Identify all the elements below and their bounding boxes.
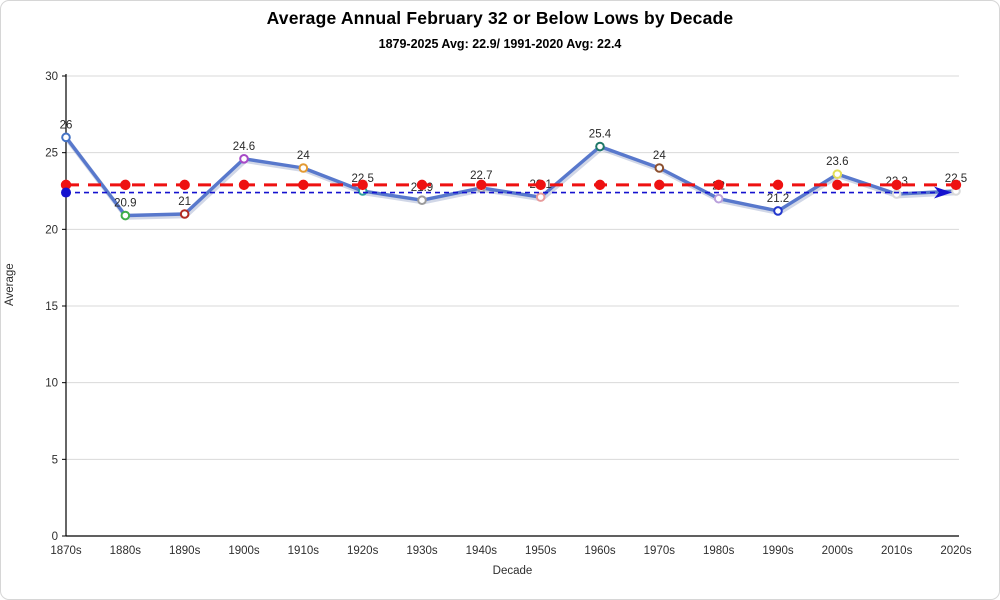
data-label: 24 [653,150,666,162]
data-point-marker [891,189,902,199]
data-label: 22.5 [351,173,373,185]
x-tick-label: 1900s [228,545,260,557]
data-point-marker [298,163,309,173]
data-point-marker [239,154,249,164]
y-tick-label: 0 [52,531,58,543]
y-tick-label: 15 [45,301,58,313]
data-point-marker [832,169,843,179]
x-tick-label: 1910s [288,545,320,557]
x-tick-label: 2010s [881,545,913,557]
x-axis-title: Decade [492,565,533,577]
data-label: 23.6 [826,156,848,168]
data-label: 22.5 [945,173,967,185]
chart-title: Average Annual February 32 or Below Lows… [266,8,734,28]
chart-subtitle: 1879-2025 Avg: 22.9/ 1991-2020 Avg: 22.4 [378,37,622,51]
axes: 0 5 10 15 20 25 30 1870s 1880s 1890s 1900s 1910s 192… [45,71,972,557]
data-label: 20.9 [114,198,136,210]
x-tick-label: 1940s [466,545,498,557]
average-line-dot [772,179,784,191]
x-tick-label: 2000s [822,545,854,557]
data-label: 24.6 [233,141,255,153]
average-line-dot [60,179,72,191]
x-tick-label: 2020s [940,545,972,557]
x-tick-label: 1980s [703,545,735,557]
x-tick-label: 1960s [584,545,616,557]
average-line-dot [950,179,962,191]
average-line-dot [298,179,309,191]
data-point-marker [535,192,546,202]
average-line-dot [120,179,131,191]
average-line-dot [416,179,428,191]
y-tick-label: 30 [45,71,58,83]
data-label: 21.2 [767,193,789,205]
average-line-dot [179,179,190,191]
x-tick-label: 1950s [525,545,557,557]
data-label: 24 [297,150,310,162]
decade-average-series [61,132,961,221]
recent-normal-line [61,186,952,199]
x-tick-label: 1990s [762,545,794,557]
average-line-start-dot [61,187,71,198]
y-tick-label: 10 [45,378,58,390]
data-point-marker [120,210,131,221]
data-point-marker [654,163,665,173]
average-line-dot [654,179,665,191]
average-line-dot [594,179,606,191]
average-line-dot [713,179,724,191]
average-line-dot [238,179,250,191]
y-tick-label: 5 [52,454,58,466]
longterm-average-line [60,179,962,191]
average-line-dot [832,179,843,191]
average-line-dot [476,179,487,191]
average-line-dot [891,179,902,191]
data-point-marker [179,209,190,219]
y-tick-label: 20 [45,224,58,236]
y-tick-label: 25 [45,148,58,160]
data-point-marker [595,141,605,152]
x-tick-label: 1930s [406,545,438,557]
data-label: 22.7 [470,170,492,182]
data-point-marker [713,193,724,204]
data-point-marker [61,132,71,143]
data-label: 21 [178,196,191,208]
average-line-dot [357,179,368,191]
gridlines [66,75,959,460]
x-tick-label: 1880s [110,545,142,557]
average-line-arrowhead [934,186,952,199]
x-tick-label: 1870s [50,545,82,557]
average-line-dot [535,179,546,191]
data-labels: 2620.92124.62422.521.922.722.125.4242221… [60,119,968,209]
data-label: 25.4 [589,129,612,141]
data-point-marker [417,195,427,205]
data-label: 26 [60,119,73,131]
data-point-marker [773,206,783,216]
x-tick-label: 1920s [347,545,379,557]
x-tick-label: 1970s [644,545,676,557]
x-tick-label: 1890s [169,545,201,557]
